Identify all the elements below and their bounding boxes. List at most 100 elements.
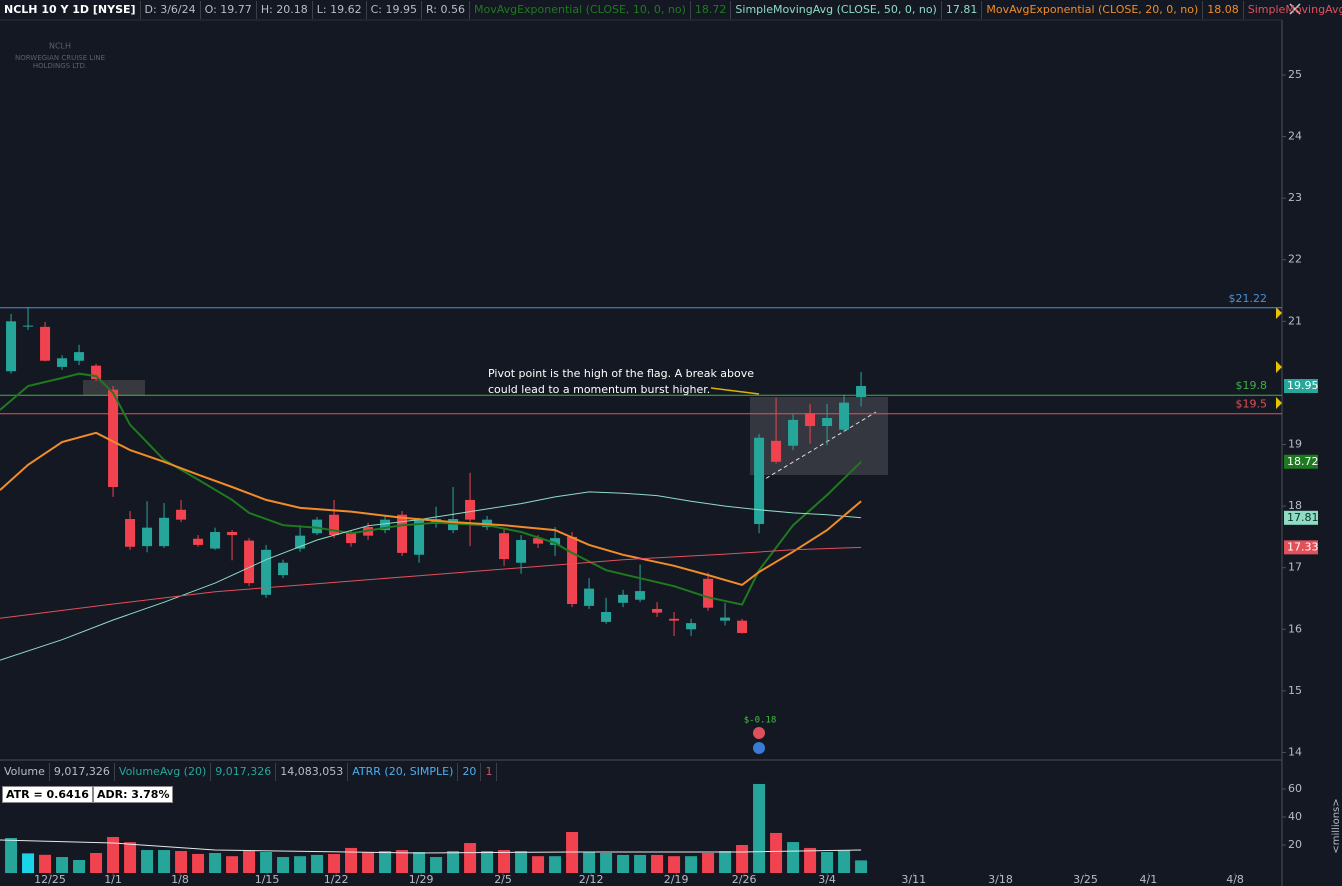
volume-bar xyxy=(515,851,528,873)
candle-body xyxy=(533,538,544,544)
x-tick-label: 2/19 xyxy=(664,873,689,886)
volume-bar xyxy=(481,851,494,873)
settings-icon[interactable] xyxy=(1289,3,1301,15)
candle-body xyxy=(57,358,68,367)
volume-bar xyxy=(787,842,800,873)
volume-bar xyxy=(277,857,290,873)
y-tick-label: 25 xyxy=(1288,68,1302,81)
candle-body xyxy=(805,413,816,427)
study-name: MovAvgExponential (CLOSE, 20, 0, no) xyxy=(982,1,1204,19)
volume-bar xyxy=(107,837,120,873)
y-tick-label: 19 xyxy=(1288,438,1302,451)
volume-bar xyxy=(226,856,239,873)
candle-body xyxy=(210,531,221,549)
x-tick-label: 1/29 xyxy=(409,873,434,886)
y-tick-label: 14 xyxy=(1288,745,1302,758)
volume-bar xyxy=(311,854,324,873)
candle-body xyxy=(771,440,782,462)
candle-body xyxy=(278,562,289,576)
quote-field: R: 0.56 xyxy=(422,1,470,19)
study-axis-box xyxy=(1284,510,1318,525)
candle-body xyxy=(142,527,153,547)
y-tick-label: 18 xyxy=(1288,499,1302,512)
candle-body xyxy=(193,538,204,545)
volume-field: 1 xyxy=(481,763,498,781)
volume-field: 9,017,326 xyxy=(50,763,115,781)
alert-marker xyxy=(1276,397,1282,409)
candle-body xyxy=(465,499,476,520)
study-axis-label: 17.33 xyxy=(1287,540,1319,553)
x-tick-label: 12/25 xyxy=(34,873,66,886)
volume-bar xyxy=(855,860,868,873)
candle-body xyxy=(312,519,323,534)
volume-bar xyxy=(396,850,409,873)
y-tick-label: 15 xyxy=(1288,684,1302,697)
x-tick-label: 2/12 xyxy=(579,873,604,886)
volume-field: ATRR (20, SIMPLE) xyxy=(348,763,459,781)
price-header: NCLH 10 Y 1D [NYSE] D: 3/6/24 O: 19.77 H: 2… xyxy=(0,1,1342,19)
candle-body xyxy=(686,623,697,630)
study-axis-label: 18.72 xyxy=(1287,455,1319,468)
volume-bar xyxy=(770,832,783,873)
candle-body xyxy=(720,617,731,621)
candle-body xyxy=(176,509,187,520)
volume-bar xyxy=(804,847,817,873)
alert-marker xyxy=(1276,361,1282,373)
volume-bar xyxy=(821,852,834,873)
volume-field: 9,017,326 xyxy=(211,763,277,781)
volume-bar xyxy=(260,852,273,873)
volume-bar xyxy=(702,852,715,873)
candle-body xyxy=(703,578,714,608)
earnings-icon[interactable] xyxy=(753,727,765,739)
last-price-box xyxy=(1284,378,1318,393)
volume-bar xyxy=(583,852,596,873)
x-tick-label: 1/22 xyxy=(324,873,349,886)
x-tick-label: 4/8 xyxy=(1226,873,1244,886)
annotation-text: could lead to a momentum burst higher. xyxy=(488,383,710,396)
candle-body xyxy=(635,591,646,600)
candle-body xyxy=(6,321,17,372)
candle-body xyxy=(584,588,595,606)
earnings-label: $-0.18 xyxy=(744,716,777,726)
study-value: 17.81 xyxy=(942,1,983,19)
volume-bar xyxy=(124,842,137,873)
volume-bar xyxy=(90,852,103,873)
x-tick-label: 3/25 xyxy=(1073,873,1098,886)
quote-field: C: 19.95 xyxy=(367,1,422,19)
candle-body xyxy=(74,352,85,361)
candle-body xyxy=(380,519,391,531)
x-tick-label: 1/15 xyxy=(255,873,280,886)
candle-body xyxy=(23,325,34,327)
y-tick-label: 24 xyxy=(1288,130,1302,143)
dividend-icon[interactable] xyxy=(753,742,765,754)
price-line-label: $19.5 xyxy=(1236,398,1268,411)
volume-bar xyxy=(158,850,171,873)
volume-bar xyxy=(634,854,647,873)
study-name: MovAvgExponential (CLOSE, 10, 0, no) xyxy=(470,1,691,19)
watermark: HOLDINGS LTD. xyxy=(33,62,87,70)
volume-bar xyxy=(617,854,630,873)
volume-y-tick-label: 20 xyxy=(1288,838,1302,851)
watermark: NORWEGIAN CRUISE LINE xyxy=(15,54,105,62)
x-tick-label: 3/11 xyxy=(901,873,926,886)
x-tick-label: 1/8 xyxy=(171,873,189,886)
volume-bar xyxy=(22,853,35,873)
volume-bar xyxy=(192,853,205,873)
volume-bar xyxy=(498,850,511,873)
volume-field: VolumeAvg (20) xyxy=(115,763,212,781)
study-axis-label: 17.81 xyxy=(1287,511,1319,524)
volume-field: Volume xyxy=(0,763,50,781)
watermark: NCLH xyxy=(49,42,71,51)
study-line xyxy=(0,372,862,606)
quote-field: O: 19.77 xyxy=(201,1,257,19)
candle-body xyxy=(91,365,102,380)
annotation-text: Pivot point is the high of the flag. A b… xyxy=(488,367,754,380)
volume-bar xyxy=(838,850,851,873)
candle-body xyxy=(754,437,765,524)
badge-field: ADR: 3.78% xyxy=(92,786,174,803)
volume-bar xyxy=(73,859,86,873)
volume-bar xyxy=(464,843,477,873)
volume-bar xyxy=(668,856,681,873)
candle-body xyxy=(108,389,119,488)
